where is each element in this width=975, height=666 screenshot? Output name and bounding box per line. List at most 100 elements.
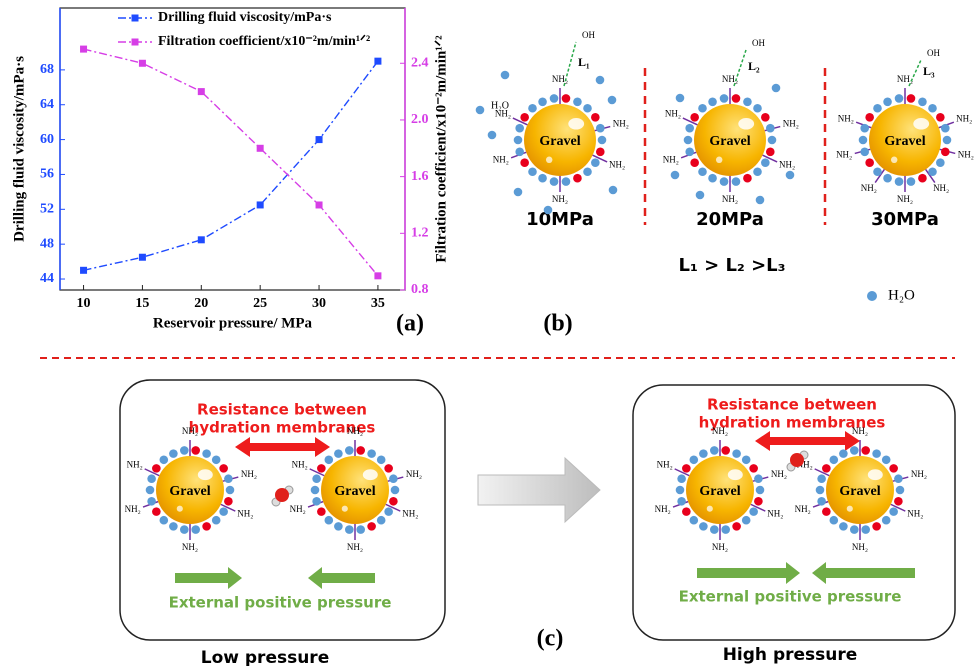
nh2-label: NH₂ (182, 426, 198, 436)
water-dot (710, 525, 719, 534)
water-dot (860, 124, 869, 133)
water-dot (377, 516, 386, 525)
highlight (342, 506, 348, 512)
ion (732, 522, 741, 531)
water-dot (212, 455, 221, 464)
water-dot (219, 507, 228, 516)
water-dot (377, 455, 386, 464)
nh2-label: NH₂ (956, 114, 972, 124)
water-dot (756, 486, 765, 495)
ion (690, 158, 699, 167)
water-dot (334, 522, 343, 531)
panel-label: (c) (537, 626, 564, 652)
nh2-label: NH₂ (907, 509, 923, 519)
ion (918, 174, 927, 183)
water-o (275, 488, 289, 502)
water-dot (861, 525, 870, 534)
nh2-label: NH₂ (783, 119, 799, 129)
nh2-label: NH₂ (655, 504, 671, 514)
oh-label: OH (927, 48, 940, 58)
water-dot (753, 167, 762, 176)
gravel-label: Gravel (839, 484, 880, 499)
x-tick-label: 30 (312, 296, 326, 311)
water-dot (476, 106, 485, 115)
ion (682, 464, 691, 473)
pressure-label: 10MPa (526, 209, 594, 230)
water-dot (684, 136, 693, 145)
water-dot (872, 449, 881, 458)
water-dot (928, 167, 937, 176)
relation: L₁ > L₂ >L₃ (678, 255, 785, 276)
panel-label: (a) (396, 311, 424, 337)
highlight (728, 469, 743, 480)
nh2-label: NH₂ (495, 109, 511, 119)
ion (356, 446, 365, 455)
water-dot (160, 516, 169, 525)
water-dot (860, 148, 869, 157)
highlight (847, 506, 853, 512)
nh2-label: NH₂ (897, 74, 913, 84)
point (257, 201, 264, 208)
water-dot (732, 177, 741, 186)
highlight (568, 118, 584, 130)
nh2-label: NH₂ (665, 109, 681, 119)
water-dot (609, 186, 618, 195)
nh2-label: NH₂ (836, 150, 852, 160)
water-dot (312, 497, 321, 506)
water-dot (941, 124, 950, 133)
point (139, 60, 146, 67)
y-tick-label: 68 (40, 62, 54, 77)
y-tick-label: 44 (40, 271, 54, 286)
highlight (363, 469, 378, 480)
resistance-arrow (235, 437, 330, 457)
water-dot (146, 486, 155, 495)
bond-label: L₁ (578, 55, 590, 69)
water-dot (749, 507, 758, 516)
nh2-label: NH₂ (402, 509, 418, 519)
water-dot (896, 486, 905, 495)
water-dot (766, 124, 775, 133)
figure: (a) (b) (c) Resistance between hydration… (0, 0, 975, 666)
water-dot (583, 104, 592, 113)
gravel-label: Gravel (539, 134, 580, 149)
water-dot (873, 104, 882, 113)
water-dot (753, 104, 762, 113)
oh-label: OH (752, 38, 765, 48)
nh2-label: NH₂ (609, 159, 625, 169)
nh2-label: NH₂ (852, 426, 868, 436)
water-dot (325, 455, 334, 464)
x-tick-label: 20 (194, 296, 208, 311)
water-dot (721, 525, 730, 534)
water-dot (501, 71, 510, 80)
water-dot (550, 94, 559, 103)
water-dot (772, 84, 781, 93)
water-dot (699, 449, 708, 458)
nh2-label: NH₂ (712, 542, 728, 552)
highlight (913, 118, 929, 130)
pressure-text: External positive pressure (679, 588, 902, 606)
nh2-label: NH₂ (771, 469, 787, 479)
water-dot (732, 449, 741, 458)
water-dot (538, 97, 547, 106)
nh2-label: NH₂ (552, 194, 568, 204)
water-dot (742, 516, 751, 525)
ion (384, 464, 393, 473)
point (316, 201, 323, 208)
nh2-label: NH₂ (613, 119, 629, 129)
water-dot (943, 136, 952, 145)
ion (822, 464, 831, 473)
water-dot (768, 136, 777, 145)
ion (732, 94, 741, 103)
water-dot (573, 97, 582, 106)
water-dot (515, 124, 524, 133)
water-dot (690, 516, 699, 525)
water-dot (676, 94, 685, 103)
ion (152, 507, 161, 516)
gravel-label: Gravel (884, 134, 925, 149)
water-dot (720, 177, 729, 186)
water-dot (895, 177, 904, 186)
point (198, 88, 205, 95)
state-label: Low pressure (201, 648, 329, 666)
legend-label: Drilling fluid viscosity/mPa·s (158, 10, 332, 25)
water-dot (859, 136, 868, 145)
